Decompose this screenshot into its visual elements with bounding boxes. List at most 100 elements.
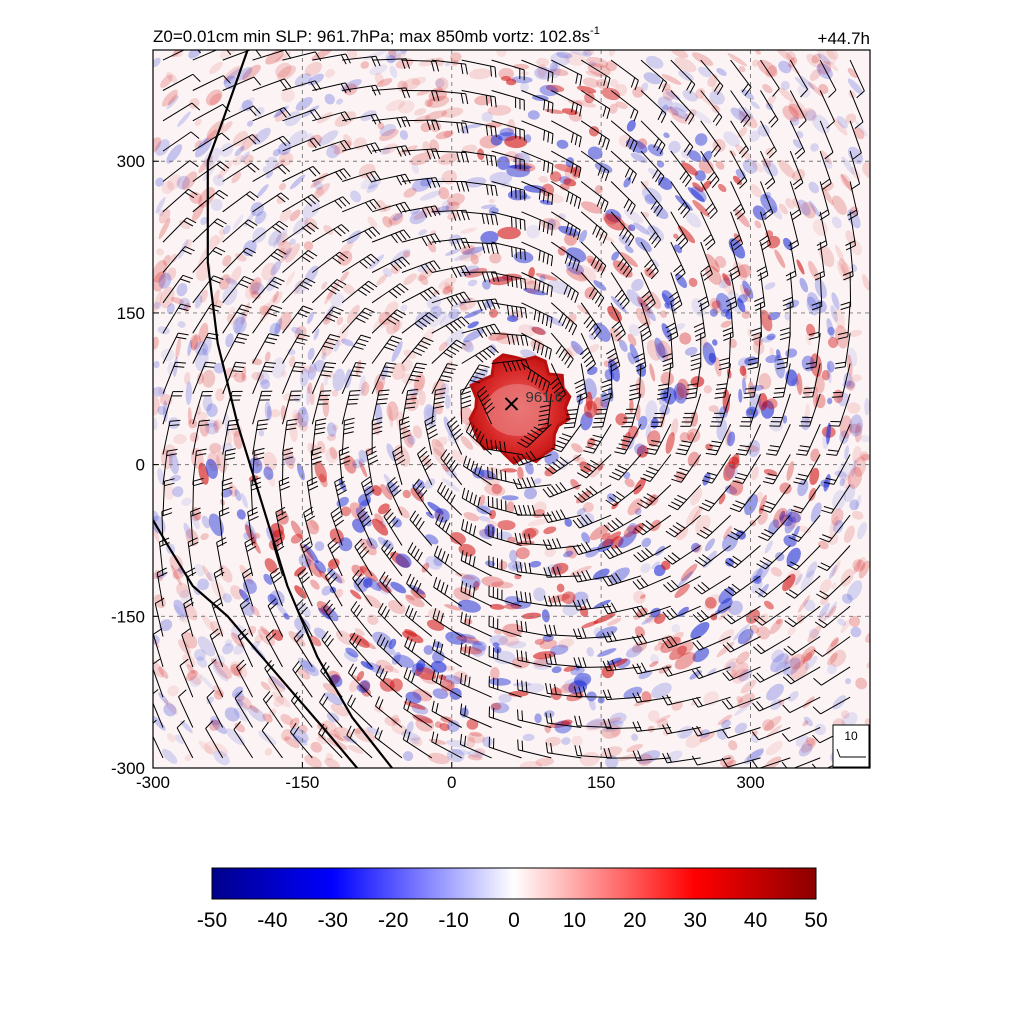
vorticity-speckle: [194, 341, 209, 356]
vorticity-speckle: [486, 520, 497, 529]
vorticity-speckle: [579, 751, 600, 767]
vorticity-speckle: [807, 292, 820, 311]
vorticity-speckle: [254, 210, 267, 225]
vorticity-speckle: [593, 280, 607, 291]
vorticity-speckle: [403, 273, 417, 286]
vorticity-speckle: [785, 51, 796, 61]
vorticity-speckle: [520, 71, 529, 76]
vorticity-speckle: [233, 643, 245, 655]
vorticity-speckle: [323, 224, 334, 235]
vorticity-speckle: [840, 618, 851, 634]
vorticity-speckle: [458, 265, 480, 277]
vorticity-speckle: [354, 628, 365, 637]
vorticity-speckle: [153, 417, 158, 431]
vorticity-speckle: [843, 525, 855, 543]
vorticity-speckle: [234, 312, 245, 335]
vorticity-speckle: [764, 282, 776, 290]
colorbar-tick-label: 30: [684, 909, 707, 932]
vorticity-speckle: [158, 272, 172, 289]
vorticity-speckle: [276, 509, 289, 525]
vorticity-speckle: [358, 460, 368, 478]
vorticity-speckle: [699, 732, 716, 743]
vorticity-speckle: [582, 502, 594, 513]
vorticity-speckle: [657, 96, 674, 110]
vorticity-speckle: [467, 732, 485, 744]
vorticity-speckle: [433, 289, 440, 295]
vorticity-speckle: [403, 250, 411, 258]
vorticity-speckle: [200, 533, 209, 541]
vorticity-speckle: [708, 352, 717, 363]
vorticity-speckle: [687, 451, 700, 467]
vorticity-speckle: [314, 461, 327, 483]
vorticity-speckle: [549, 68, 569, 76]
vorticity-speckle: [343, 134, 353, 147]
vorticity-speckle: [564, 52, 586, 66]
vorticity-speckle: [412, 425, 423, 439]
vorticity-speckle: [269, 322, 281, 336]
vorticity-speckle: [435, 130, 454, 140]
vorticity-speckle: [837, 392, 850, 407]
vorticity-speckle: [774, 249, 786, 269]
vorticity-speckle: [363, 50, 387, 61]
vorticity-speckle: [618, 753, 639, 762]
vorticity-speckle: [310, 518, 319, 531]
vorticity-speckle: [665, 750, 683, 763]
vorticity-speckle: [444, 62, 451, 67]
vorticity-speckle: [358, 375, 367, 397]
vorticity-speckle: [176, 582, 190, 599]
wind-barb-feather: [347, 398, 359, 401]
vorticity-speckle: [827, 532, 839, 545]
vorticity-speckle: [338, 537, 353, 552]
vorticity-speckle: [705, 265, 722, 285]
vorticity-speckle: [271, 357, 286, 379]
vorticity-speckle: [698, 159, 714, 174]
wind-barb-feather: [169, 424, 180, 427]
vorticity-speckle: [588, 333, 596, 341]
vorticity-speckle: [798, 525, 812, 534]
vorticity-speckle: [158, 692, 169, 705]
vorticity-speckle: [723, 131, 740, 147]
vorticity-speckle: [827, 664, 837, 675]
vorticity-speckle: [715, 160, 725, 170]
vorticity-speckle: [803, 107, 817, 122]
vorticity-speckle: [676, 640, 694, 656]
vorticity-speckle: [194, 139, 202, 148]
vorticity-speckle: [506, 640, 527, 649]
vorticity-speckle: [731, 662, 749, 679]
vorticity-speckle: [261, 262, 277, 281]
vorticity-speckle: [400, 304, 408, 312]
vorticity-speckle: [836, 261, 848, 282]
vorticity-speckle: [677, 225, 696, 244]
wind-barb-feather: [802, 396, 813, 398]
vorticity-speckle: [831, 216, 842, 229]
vorticity-speckle: [372, 318, 382, 331]
vorticity-speckle: [309, 390, 315, 406]
vorticity-speckle: [809, 200, 821, 218]
vorticity-speckle: [410, 207, 421, 215]
vorticity-speckle: [314, 560, 327, 574]
vorticity-speckle: [250, 605, 260, 616]
vorticity-speckle: [795, 734, 809, 747]
vorticity-speckle: [232, 214, 244, 230]
vorticity-speckle: [533, 478, 542, 485]
vorticity-speckle: [213, 362, 225, 374]
vorticity-speckle: [708, 405, 719, 413]
vorticity-speckle: [660, 310, 668, 318]
vorticity-speckle: [173, 599, 188, 618]
vorticity-speckle: [717, 597, 733, 614]
vorticity-speckle: [510, 601, 531, 610]
vorticity-speckle: [322, 313, 332, 325]
vorticity-speckle: [806, 296, 819, 316]
vorticity-speckle: [663, 132, 670, 139]
vorticity-speckle: [574, 265, 597, 282]
vorticity-speckle: [550, 644, 569, 655]
vorticity-speckle: [476, 505, 492, 515]
vorticity-speckle: [563, 178, 577, 187]
vorticity-speckle: [470, 253, 479, 265]
vorticity-speckle: [153, 659, 165, 678]
vorticity-speckle: [231, 686, 244, 698]
vorticity-speckle: [734, 209, 750, 228]
vorticity-speckle: [467, 754, 483, 761]
vorticity-speckle: [333, 726, 353, 742]
vorticity-speckle: [654, 337, 666, 358]
